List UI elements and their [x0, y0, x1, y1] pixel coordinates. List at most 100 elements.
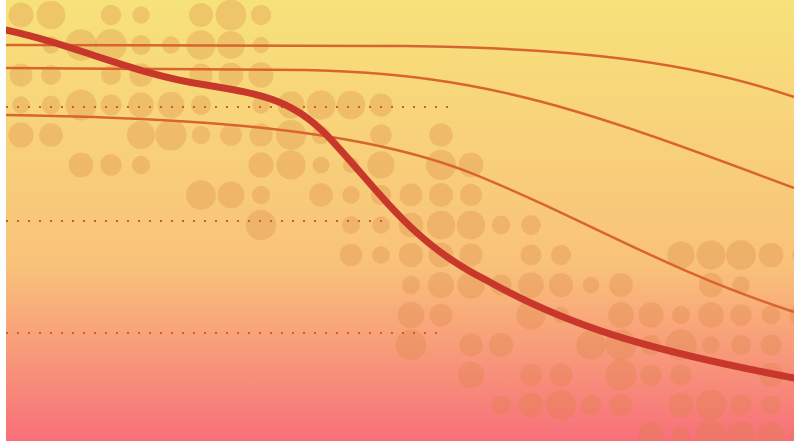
- bubble: [702, 336, 720, 354]
- bubble: [757, 421, 785, 441]
- bubble: [128, 92, 154, 118]
- bubble: [250, 4, 272, 26]
- bubble: [761, 395, 781, 415]
- bubble: [580, 394, 602, 416]
- bubble: [367, 151, 395, 179]
- bubble: [342, 186, 360, 204]
- thin-curve-1: [6, 43, 794, 99]
- bubble: [667, 241, 695, 269]
- bubble: [126, 120, 156, 150]
- bubble: [696, 240, 726, 270]
- bubble: [398, 242, 424, 268]
- bubble: [732, 276, 750, 294]
- bubble: [518, 392, 544, 418]
- bubble: [638, 302, 664, 328]
- bubble: [429, 123, 453, 147]
- bubble: [519, 363, 543, 387]
- bubble: [758, 242, 784, 268]
- bubble: [100, 4, 122, 26]
- bubble: [672, 426, 690, 441]
- bubble: [730, 304, 752, 326]
- bubble: [459, 183, 483, 207]
- bubble: [425, 149, 457, 181]
- bubble: [456, 210, 486, 240]
- bubble: [518, 272, 544, 298]
- bubble: [157, 91, 185, 119]
- bubble: [191, 95, 211, 115]
- bubble: [342, 216, 360, 234]
- dotted-guide-lines: [6, 106, 456, 334]
- bubble: [520, 244, 542, 266]
- bubble: [41, 65, 61, 85]
- bubble: [372, 246, 390, 264]
- bubble: [609, 393, 633, 417]
- bubble: [369, 93, 393, 117]
- bubble: [576, 330, 606, 360]
- thin-curve-3: [6, 113, 794, 314]
- bubble: [189, 3, 213, 27]
- bubble: [309, 183, 333, 207]
- bubble: [217, 181, 245, 209]
- bubble: [640, 364, 662, 386]
- bubble: [276, 120, 306, 150]
- bubble: [191, 125, 211, 145]
- bubble: [41, 95, 61, 115]
- bubble: [39, 123, 63, 147]
- bubble: [671, 305, 691, 325]
- bubble: [395, 329, 427, 361]
- bubble: [8, 122, 34, 148]
- bubble: [399, 183, 423, 207]
- bubble: [760, 334, 782, 356]
- bubble: [551, 245, 571, 265]
- bubble: [521, 215, 541, 235]
- thin-curves: [6, 43, 794, 314]
- bubble: [609, 273, 633, 297]
- bubble: [457, 361, 485, 389]
- bubble: [218, 62, 244, 88]
- bubble: [426, 210, 456, 240]
- bubble: [336, 90, 366, 120]
- thin-curve-2: [6, 66, 794, 190]
- bubble: [695, 419, 727, 441]
- bubble: [186, 180, 216, 210]
- bubble-field: [8, 0, 794, 441]
- bubble: [582, 276, 600, 294]
- bubble: [132, 6, 150, 24]
- bubble: [670, 364, 692, 386]
- bubble: [131, 155, 151, 175]
- bubble: [312, 156, 330, 174]
- bubble: [252, 186, 270, 204]
- bubble: [248, 62, 274, 88]
- bubble: [427, 271, 455, 299]
- bubble: [695, 389, 727, 421]
- bubble: [605, 359, 637, 391]
- bubble: [608, 302, 634, 328]
- bubble: [726, 240, 756, 270]
- bubble: [638, 422, 664, 441]
- bubble: [100, 154, 122, 176]
- bubble: [101, 65, 121, 85]
- bubble: [370, 124, 392, 146]
- bubble: [12, 96, 30, 114]
- bubble: [397, 301, 425, 329]
- bubble: [491, 395, 511, 415]
- bubble: [731, 335, 751, 355]
- bubble: [792, 249, 794, 261]
- bubble: [248, 152, 274, 178]
- bubble: [668, 392, 694, 418]
- bubble: [372, 216, 390, 234]
- bubble: [155, 119, 187, 151]
- bubble: [245, 209, 277, 241]
- bubble: [459, 333, 483, 357]
- bubble: [215, 0, 247, 31]
- bubble: [548, 272, 574, 298]
- bubble: [698, 302, 724, 328]
- bubble: [488, 332, 514, 358]
- bubble: [429, 303, 453, 327]
- bubble: [726, 420, 756, 441]
- bubble: [429, 183, 453, 207]
- bubble: [306, 90, 336, 120]
- bubble: [220, 124, 242, 146]
- bubble: [276, 150, 306, 180]
- bubble: [545, 389, 577, 421]
